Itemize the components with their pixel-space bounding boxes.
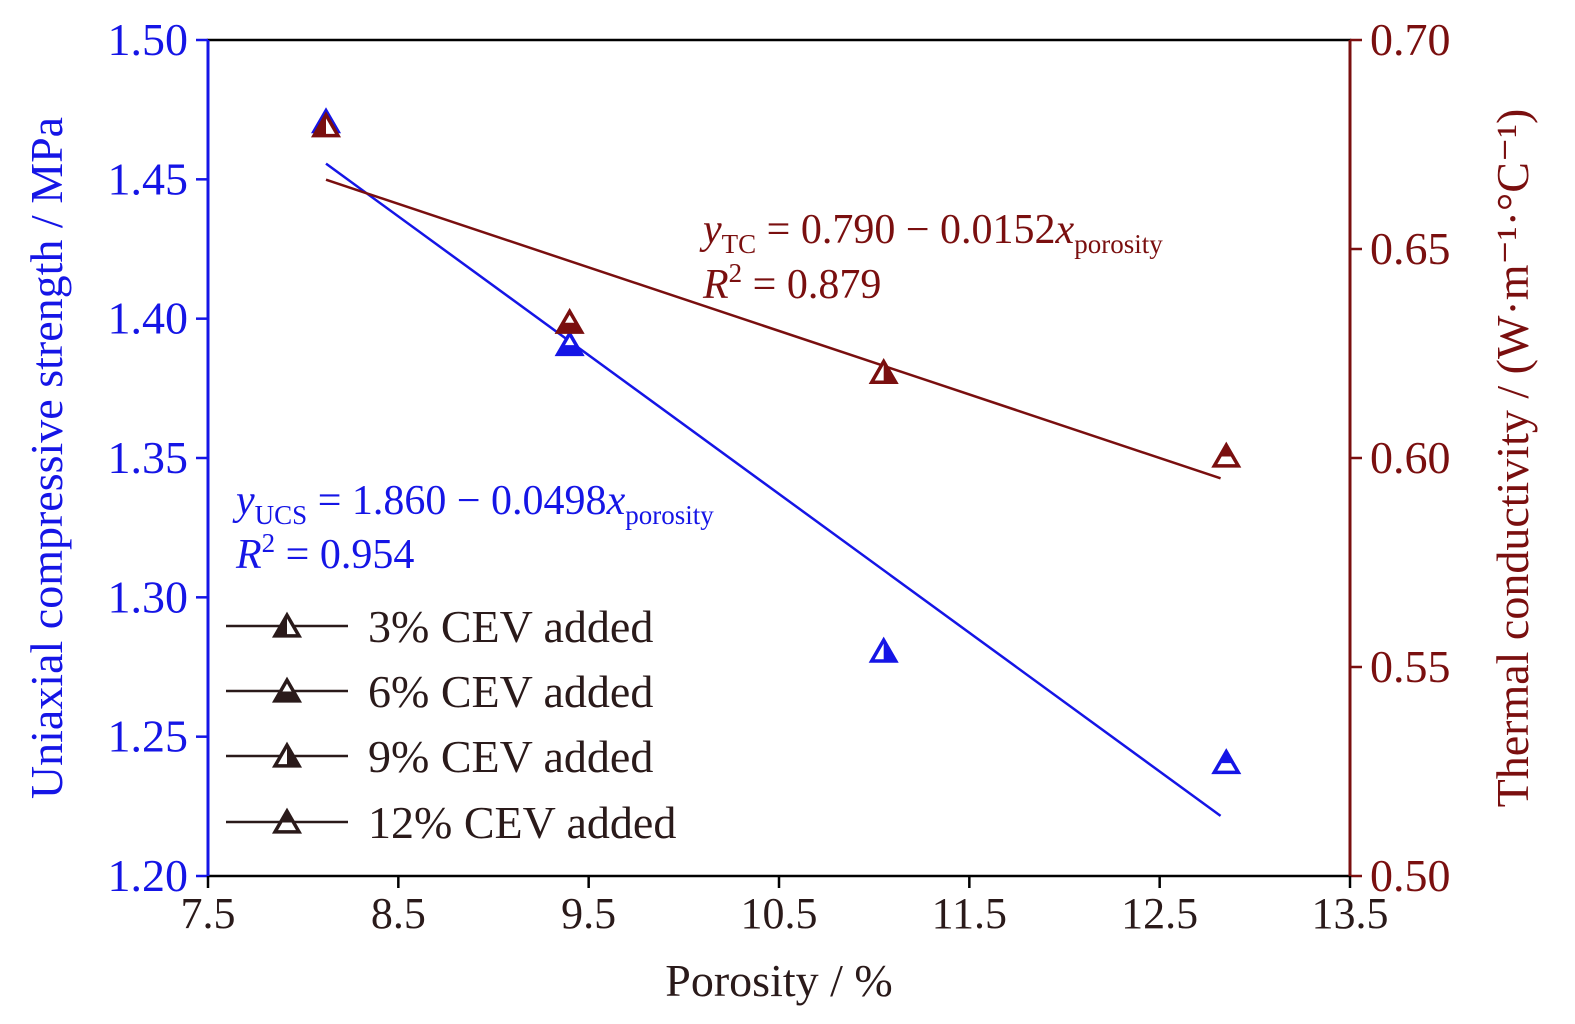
- tc-marker: [554, 307, 585, 334]
- tc-marker: [1211, 441, 1242, 468]
- right-tick-label: 0.50: [1370, 850, 1451, 901]
- ucs-equation: yUCS = 1.860 − 0.0498xporosity: [232, 478, 714, 530]
- bottom-tick-label: 8.5: [371, 889, 426, 938]
- legend: 3% CEV added 6% CEV added 9% CEV added 12% …: [226, 601, 676, 848]
- tc-r2: R2 = 0.879: [702, 258, 881, 308]
- legend-item: 6% CEV added: [226, 666, 653, 717]
- bottom-tick-label: 12.5: [1121, 889, 1198, 938]
- left-tick-label: 1.35: [108, 432, 189, 483]
- left-tick-label: 1.30: [108, 571, 189, 622]
- right-tick-label: 0.70: [1370, 14, 1451, 65]
- ucs-fit-line: [325, 162, 1222, 817]
- right-axis-title: Thermal conductivity / (W·m⁻¹·°C⁻¹): [1487, 109, 1538, 808]
- ucs-marker: [554, 330, 585, 357]
- data-markers: [310, 107, 1242, 775]
- legend-item: 9% CEV added: [226, 731, 653, 782]
- left-axis-ticks: 1.20 1.25 1.30 1.35 1.40 1.45 1.50: [108, 14, 208, 901]
- legend-label: 3% CEV added: [368, 601, 653, 652]
- bottom-tick-label: 7.5: [181, 889, 236, 938]
- legend-item: 3% CEV added: [226, 601, 653, 652]
- ucs-r2: R2 = 0.954: [235, 528, 414, 578]
- legend-marker: [271, 807, 303, 834]
- left-tick-label: 1.45: [108, 153, 189, 204]
- bottom-axis-ticks: 7.5 8.5 9.5 10.5 11.5 12.5 13.5: [181, 876, 1389, 938]
- left-tick-label: 1.40: [108, 293, 189, 344]
- bottom-tick-label: 13.5: [1312, 889, 1389, 938]
- ucs-marker: [868, 636, 899, 663]
- right-tick-label: 0.55: [1370, 641, 1451, 692]
- legend-label: 12% CEV added: [368, 797, 676, 848]
- legend-marker: [271, 611, 303, 638]
- x-axis-title: Porosity / %: [665, 955, 892, 1006]
- legend-marker: [271, 741, 303, 768]
- right-tick-label: 0.65: [1370, 223, 1451, 274]
- bottom-tick-label: 9.5: [561, 889, 616, 938]
- ucs-marker: [1211, 748, 1242, 775]
- left-tick-label: 1.50: [108, 14, 189, 65]
- tc-marker: [868, 358, 899, 385]
- fit-lines: [325, 162, 1222, 817]
- bottom-tick-label: 11.5: [932, 889, 1007, 938]
- tc-equation: yTC = 0.790 − 0.0152xporosity: [699, 207, 1163, 259]
- legend-item: 12% CEV added: [226, 797, 676, 848]
- left-axis-title: Uniaxial compressive strength / MPa: [21, 117, 72, 799]
- left-tick-label: 1.25: [108, 711, 189, 762]
- right-axis-ticks: 0.50 0.55 0.60 0.65 0.70: [1350, 14, 1451, 901]
- legend-marker: [271, 676, 303, 703]
- right-tick-label: 0.60: [1370, 432, 1451, 483]
- legend-label: 9% CEV added: [368, 731, 653, 782]
- left-tick-label: 1.20: [108, 850, 189, 901]
- bottom-tick-label: 10.5: [741, 889, 818, 938]
- legend-label: 6% CEV added: [368, 666, 653, 717]
- tc-fit-line: [325, 178, 1221, 480]
- tc-marker: [310, 111, 342, 138]
